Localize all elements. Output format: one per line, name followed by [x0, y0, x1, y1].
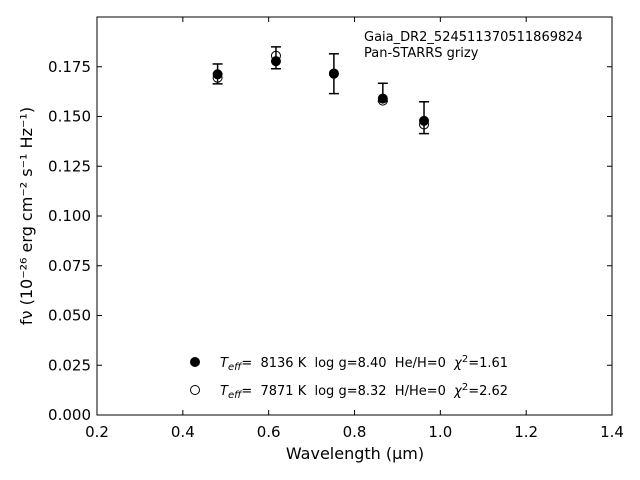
data-point-open [328, 68, 339, 79]
legend-marker-open [190, 385, 200, 395]
legend: Teff= 8136 K log g=8.40 He/H=0 χ2=1.61 T… [190, 354, 508, 401]
y-tick-label: 0.025 [48, 356, 91, 374]
x-axis-title: Wavelength (μm) [286, 444, 424, 463]
x-tick-label: 1.4 [600, 423, 624, 441]
y-axis: 0.000 0.025 0.050 0.075 0.100 0.125 0.150 0.175 [48, 58, 612, 424]
x-tick-label: 0.6 [257, 423, 281, 441]
annotation-survey: Pan-STARRS grizy [364, 46, 479, 61]
y-tick-label: 0.000 [48, 406, 91, 424]
x-tick-label: 1.2 [514, 423, 538, 441]
data-point-open [419, 119, 430, 130]
y-tick-label: 0.150 [48, 108, 91, 126]
data-point-filled [419, 115, 430, 126]
annotation-object-name: Gaia_DR2_524511370511869824 [364, 30, 583, 45]
x-axis: 0.2 0.4 0.6 0.8 1.0 1.2 1.4 [85, 17, 624, 441]
legend-label-open: Teff= 7871 K log g=8.32 H/He=0 χ2=2.62 [220, 382, 508, 401]
y-tick-label: 0.100 [48, 207, 91, 225]
x-tick-label: 1.0 [428, 423, 452, 441]
data-point-open [270, 50, 281, 61]
data-point-filled [270, 56, 281, 67]
x-tick-label: 0.4 [171, 423, 195, 441]
y-tick-label: 0.125 [48, 157, 91, 175]
y-tick-label: 0.050 [48, 307, 91, 325]
y-axis-title: fν (10⁻²⁶ erg cm⁻² s⁻¹ Hz⁻¹) [17, 107, 36, 325]
y-tick-label: 0.175 [48, 58, 91, 76]
x-tick-label: 0.8 [343, 423, 367, 441]
data-point-open [212, 72, 223, 83]
annotation: Gaia_DR2_524511370511869824 Pan-STARRS g… [364, 30, 583, 61]
y-tick-label: 0.075 [48, 257, 91, 275]
x-tick-label: 0.2 [85, 423, 109, 441]
legend-marker-filled [190, 357, 200, 367]
data-point-filled [212, 69, 223, 80]
legend-label-filled: Teff= 8136 K log g=8.40 He/H=0 χ2=1.61 [220, 354, 508, 373]
data-point-open [377, 95, 388, 106]
model-points [212, 50, 430, 130]
